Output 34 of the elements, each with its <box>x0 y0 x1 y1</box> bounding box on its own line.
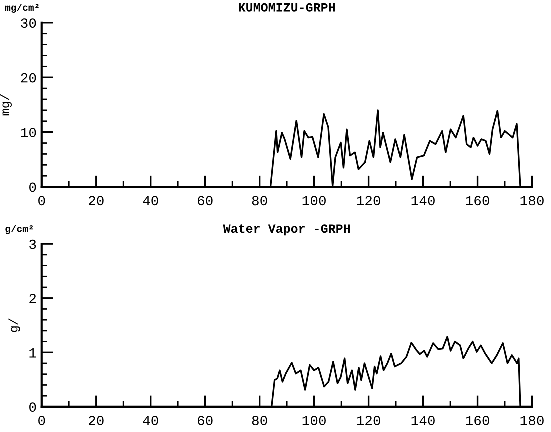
x-tick-label: 100 <box>302 196 326 206</box>
y-tick-label: 20 <box>21 73 36 83</box>
x-tick-label: 40 <box>143 416 158 426</box>
y-tick-label: 30 <box>21 18 36 28</box>
y-tick-label: 0 <box>30 402 36 412</box>
x-tick-label: 60 <box>198 416 213 426</box>
x-tick-label: 40 <box>143 196 158 206</box>
chart-title: Water Vapor -GRPH <box>223 224 350 236</box>
x-tick-label: 140 <box>412 196 435 206</box>
text: mg/cm² <box>5 4 39 14</box>
y-tick-label: 3 <box>30 240 36 250</box>
x-tick-label: 180 <box>520 196 544 206</box>
x-tick-label: 100 <box>302 416 326 426</box>
x-tick-label: 0 <box>38 196 46 206</box>
chart-title: KUMOMIZU-GRPH <box>239 3 335 12</box>
y-tick-label: 2 <box>30 294 36 304</box>
y-axis-title: g/ <box>8 318 20 332</box>
y-axis-title: mg/ <box>0 94 12 116</box>
x-tick-label: 180 <box>520 416 544 426</box>
y-tick-label: 10 <box>21 128 36 138</box>
x-tick-label: 160 <box>466 196 490 206</box>
x-tick-label: 120 <box>357 196 380 206</box>
x-tick-label: 140 <box>412 416 435 426</box>
x-tick-label: 0 <box>38 416 46 426</box>
x-tick-label: 20 <box>89 196 104 206</box>
x-tick-label: 80 <box>252 196 268 206</box>
x-tick-label: 160 <box>466 416 490 426</box>
x-tick-label: 60 <box>198 196 213 206</box>
y-tick-label: 0 <box>30 182 36 192</box>
x-tick-label: 20 <box>89 416 104 426</box>
x-tick-label: 120 <box>357 416 380 426</box>
text: g/cm² <box>6 225 34 234</box>
y-tick-label: 1 <box>30 348 36 358</box>
x-tick-label: 80 <box>252 416 268 426</box>
